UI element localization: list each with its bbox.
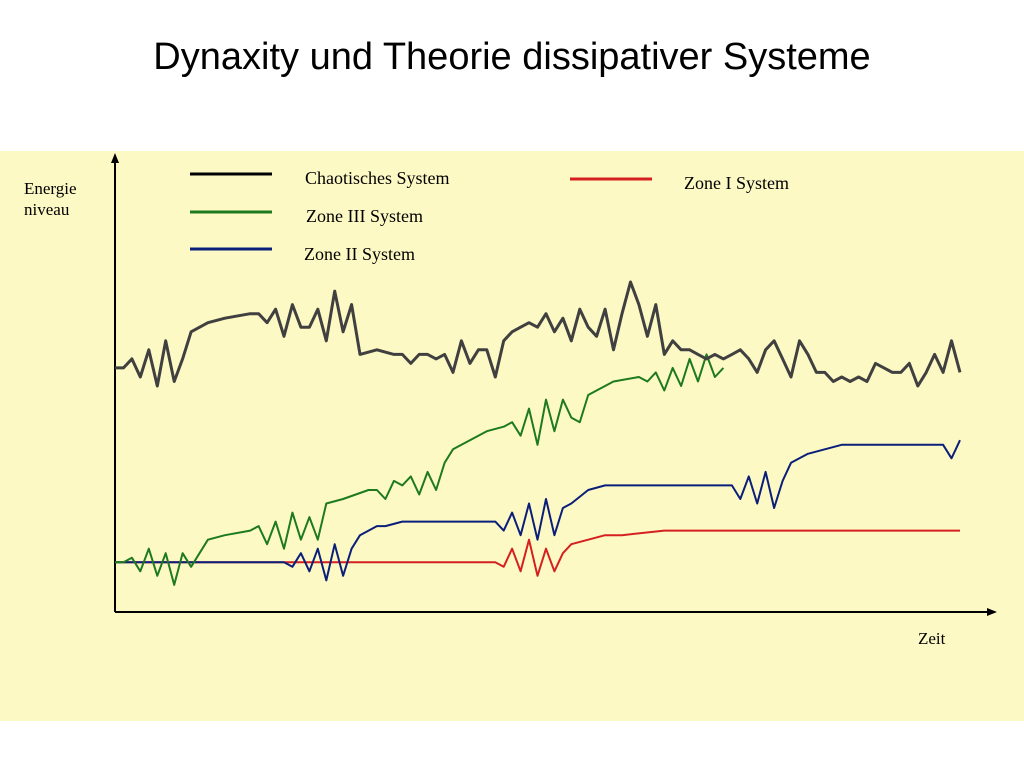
y-axis-label: Energie niveau: [24, 178, 77, 220]
legend-label-zone1: Zone I System: [684, 173, 789, 193]
series-line-zone3: [115, 353, 725, 586]
legend-label-chaotic: Chaotisches System: [305, 168, 450, 188]
legend-label-zone3: Zone III System: [306, 206, 423, 226]
series-layer: [115, 280, 962, 586]
slide-title: Dynaxity und Theorie dissipativer System…: [153, 36, 871, 78]
series-line-chaotic: [115, 280, 962, 388]
x-axis-label: Zeit: [918, 629, 946, 648]
y-axis-label-line-1: Energie: [24, 179, 77, 198]
diagram-panel: [0, 151, 1024, 721]
y-axis-label-line-2: niveau: [24, 200, 70, 219]
series-line-zone2: [115, 439, 961, 582]
legend-label-zone2: Zone II System: [304, 244, 415, 264]
